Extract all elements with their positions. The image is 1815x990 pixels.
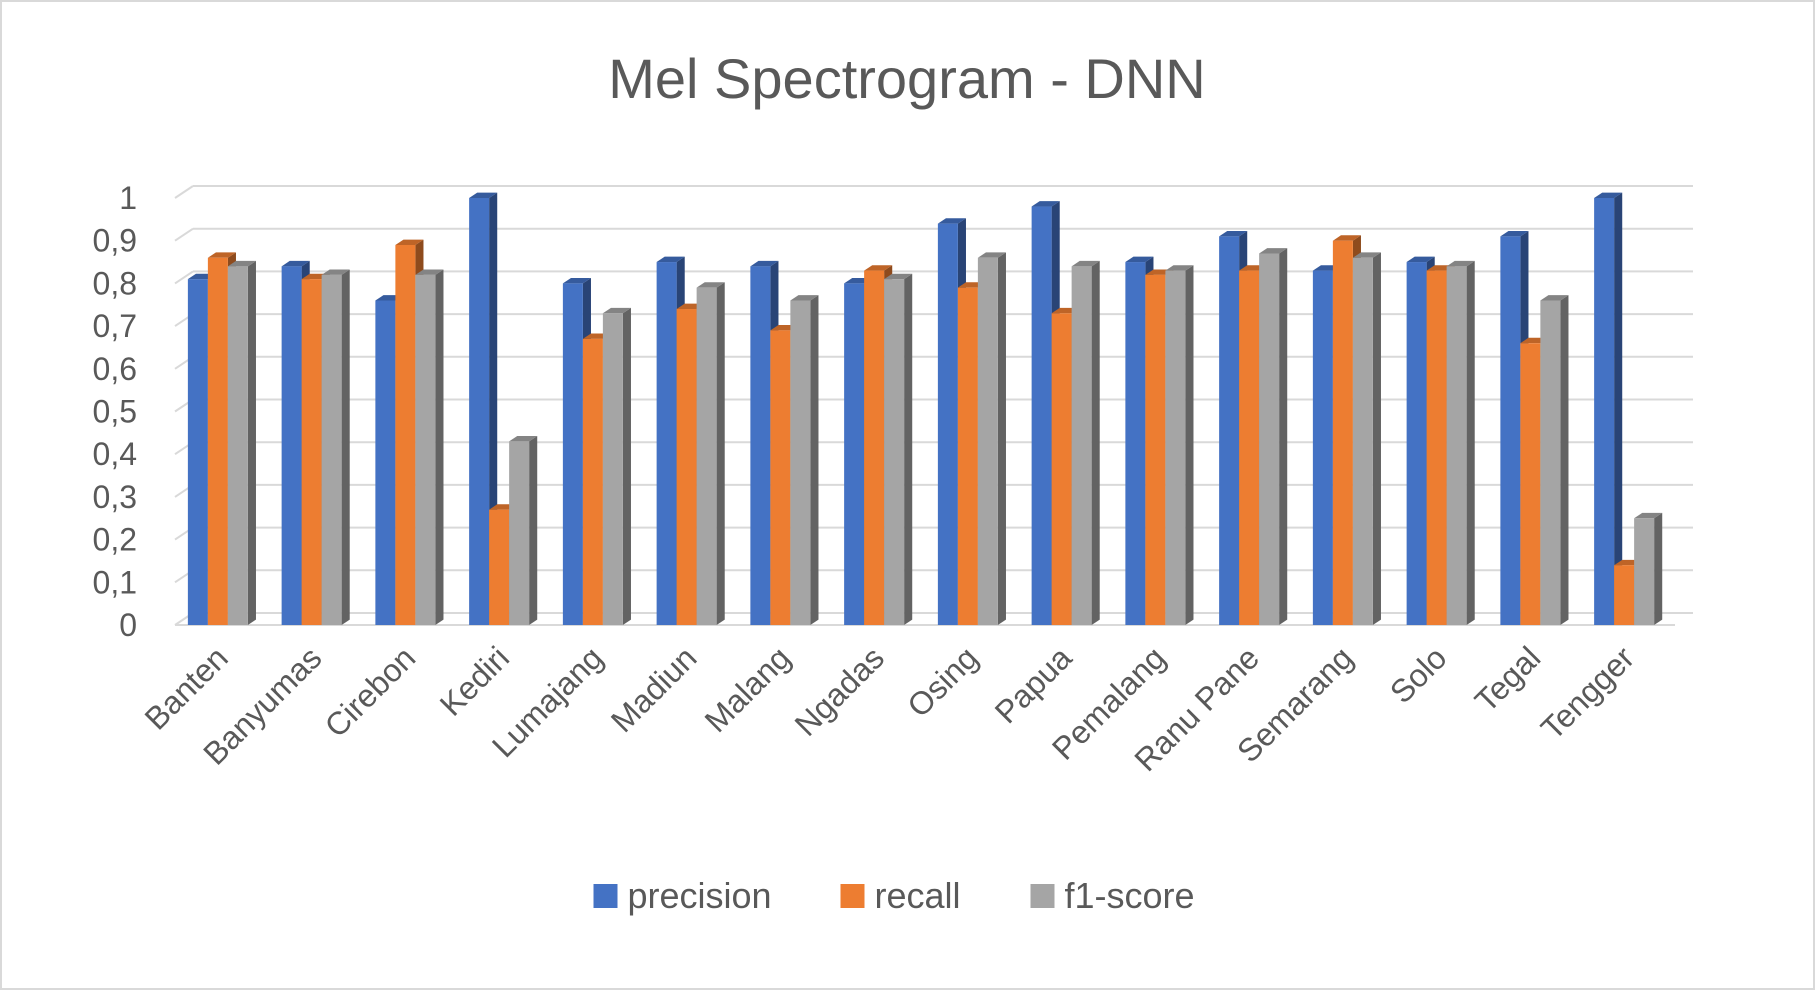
bar-f1-score-cirebon — [415, 269, 444, 625]
x-tick-label: Ngadas — [788, 639, 891, 742]
y-axis-ticks: 0 0,1 0,2 0,3 0,4 0,5 0,6 0,7 0,8 0,9 1 — [93, 180, 137, 643]
legend-swatch — [840, 884, 865, 908]
legend-item-precision: precision — [593, 875, 772, 916]
bar-f1-score-malang — [790, 295, 819, 625]
legend: precision recall f1-score — [593, 875, 1195, 916]
bar-f1-score-osing — [977, 252, 1006, 625]
x-tick-label: Madiun — [604, 639, 704, 739]
bar-f1-score-semarang — [1352, 252, 1381, 625]
legend-item-recall: recall — [840, 875, 961, 916]
bar-f1-score-lumajang — [602, 307, 631, 625]
y-tick-label: 0,2 — [93, 522, 137, 558]
y-tick-label: 0 — [119, 607, 137, 643]
gridline-diag — [174, 185, 194, 199]
legend-swatch — [593, 884, 618, 908]
bar-f1-score-madiun — [696, 282, 725, 625]
y-tick-label: 1 — [119, 180, 137, 216]
y-tick-label: 0,5 — [93, 394, 137, 430]
x-tick-label: Papua — [988, 639, 1079, 730]
legend-label: f1-score — [1065, 875, 1195, 916]
x-tick-label: Kediri — [433, 639, 516, 722]
x-tick-label: Malang — [698, 639, 798, 739]
bar-f1-score-banyumas — [321, 269, 350, 625]
x-tick-label: Tengger — [1534, 639, 1641, 746]
legend-label: recall — [875, 875, 961, 916]
bar-f1-score-ngadas — [884, 273, 913, 625]
bar-f1-score-papua — [1071, 260, 1100, 625]
bar-f1-score-banten — [227, 260, 256, 625]
bar-f1-score-tengger — [1634, 512, 1663, 625]
y-tick-label: 0,7 — [93, 308, 137, 344]
bar-precision-tengger — [1594, 192, 1623, 625]
y-tick-label: 0,4 — [93, 436, 137, 472]
y-tick-label: 0,1 — [93, 564, 137, 600]
x-tick-label: Osing — [900, 639, 985, 724]
gridline-diag — [174, 227, 194, 242]
y-tick-label: 0,3 — [93, 479, 137, 515]
bar-f1-score-kediri — [509, 435, 538, 625]
chart-title: Mel Spectrogram - DNN — [608, 47, 1205, 110]
x-tick-label: Tegal — [1468, 639, 1548, 719]
gridline-diag — [174, 270, 194, 285]
x-tick-label: Cirebon — [318, 639, 423, 744]
y-tick-label: 0,9 — [93, 223, 137, 259]
legend-item-f1-score: f1-score — [1030, 875, 1195, 916]
x-tick-label: Solo — [1383, 639, 1454, 710]
bar-f1-score-tegal — [1540, 295, 1569, 625]
y-tick-label: 0,6 — [93, 351, 137, 387]
legend-swatch — [1030, 884, 1055, 908]
legend-label: precision — [628, 875, 772, 916]
bar-f1-score-pemalang — [1165, 265, 1194, 625]
y-tick-label: 0,8 — [93, 265, 137, 301]
bar-f1-score-solo — [1446, 260, 1475, 625]
bar-f1-score-ranu-pane — [1259, 248, 1288, 626]
bars — [187, 192, 1663, 626]
